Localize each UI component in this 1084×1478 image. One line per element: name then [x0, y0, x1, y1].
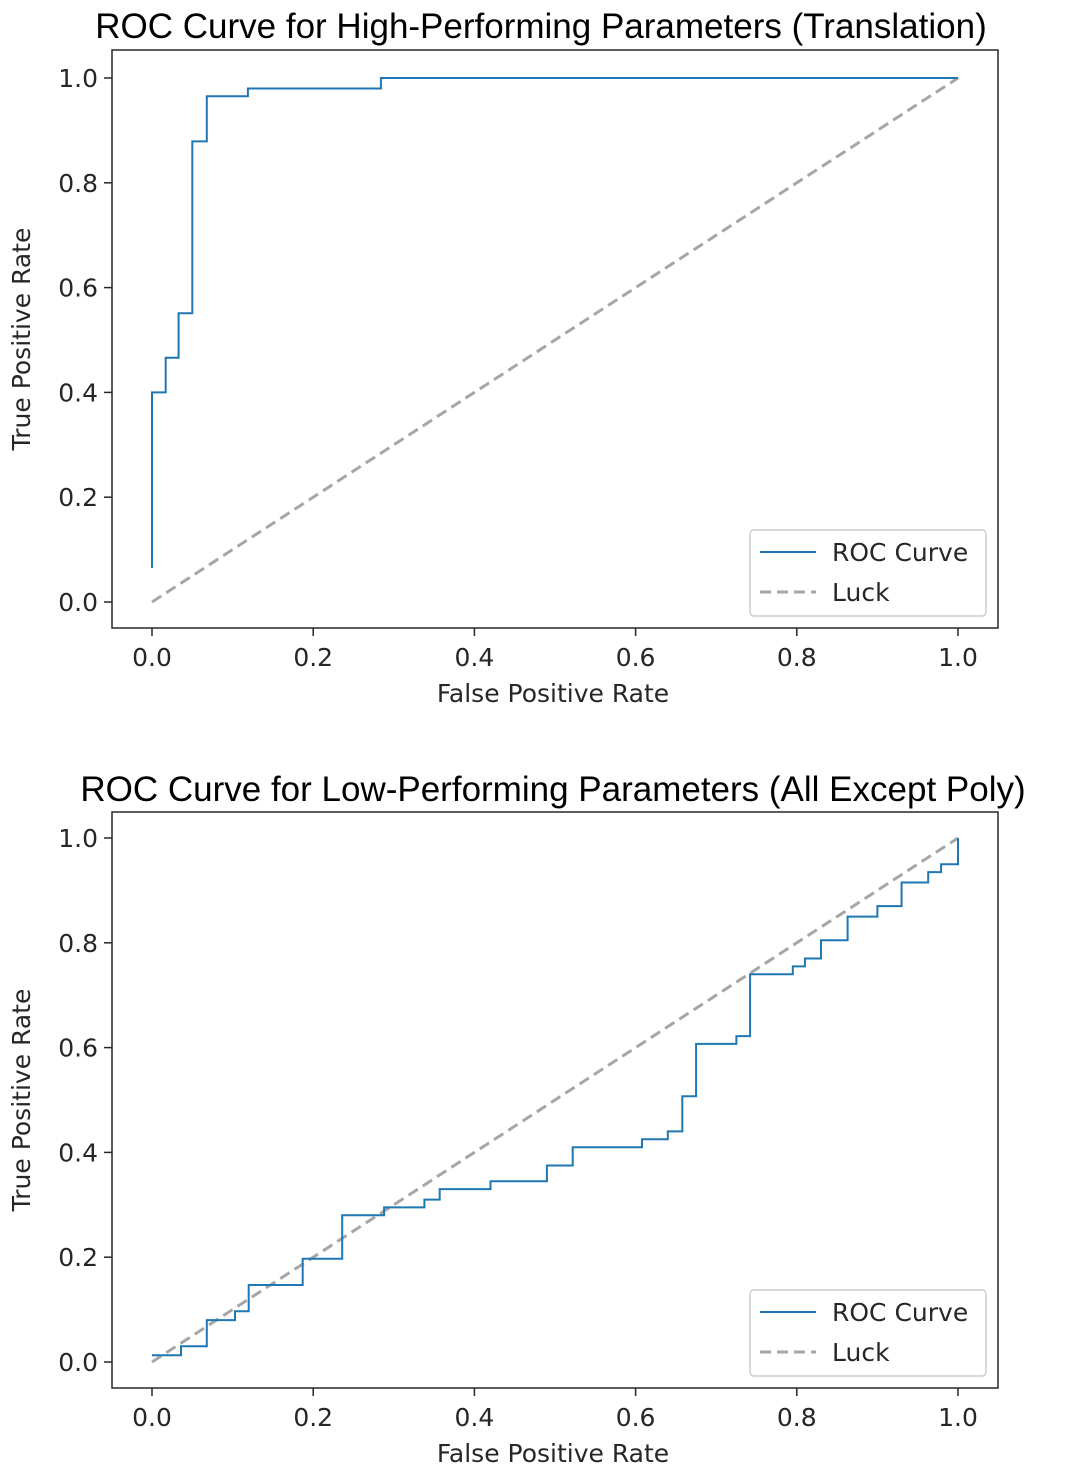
y-tick-label: 0.8: [58, 169, 98, 198]
legend: ROC Curve Luck: [749, 529, 987, 617]
luck-line: [151, 76, 959, 604]
x-tick-label: 0.8: [777, 643, 817, 672]
x-tick-label: 0.2: [293, 643, 333, 672]
x-tick-label: 0.4: [455, 1403, 495, 1432]
y-tick-label: 0.0: [58, 588, 98, 617]
x-tick-label: 0.6: [616, 1403, 656, 1432]
y-tick-label: 0.6: [58, 1034, 98, 1063]
y-tick-label: 0.6: [58, 274, 98, 303]
y-tick-label: 0.2: [58, 1243, 98, 1272]
x-tick-label: 0.0: [132, 643, 172, 672]
x-tick-label: 1.0: [938, 643, 978, 672]
luck-line: [151, 836, 959, 1364]
chart-title: ROC Curve for Low-Performing Parameters …: [80, 770, 1025, 809]
legend: ROC Curve Luck: [749, 1289, 987, 1377]
x-tick-label: 0.2: [293, 1403, 333, 1432]
x-tick-label: 0.0: [132, 1403, 172, 1432]
x-tick-label: 0.6: [616, 643, 656, 672]
legend-entry: ROC Curve: [832, 1298, 968, 1327]
legend-entry: ROC Curve: [832, 538, 968, 567]
y-tick-label: 0.8: [58, 929, 98, 958]
y-tick-label: 0.4: [58, 1138, 98, 1167]
roc-curve-line: [152, 838, 959, 1357]
legend-entry: Luck: [832, 578, 890, 607]
plot-frame: [111, 811, 999, 1389]
y-tick-label: 1.0: [58, 824, 98, 853]
x-axis-label: False Positive Rate: [437, 1439, 669, 1468]
x-tick-label: 0.8: [777, 1403, 817, 1432]
x-tick-label: 0.4: [455, 643, 495, 672]
roc-chart-low: 0.0 0.2 0.4 0.6 0.8 1.0 0.0 0.2 0.4 0.6 0.8 1.0 Fals…: [7, 811, 999, 1468]
legend-entry: Luck: [832, 1338, 890, 1367]
plot-frame: [111, 49, 999, 629]
y-axis-label: True Positive Rate: [7, 228, 36, 452]
x-axis-label: False Positive Rate: [437, 679, 669, 708]
y-tick-label: 0.0: [58, 1348, 98, 1377]
y-tick-label: 0.2: [58, 483, 98, 512]
y-tick-label: 1.0: [58, 64, 98, 93]
y-tick-label: 0.4: [58, 378, 98, 407]
x-tick-label: 1.0: [938, 1403, 978, 1432]
roc-chart-high: 0.0 0.2 0.4 0.6 0.8 1.0 0.0 0.2 0.4 0.6 0.8 1.0 Fals…: [7, 49, 999, 708]
chart-title: ROC Curve for High-Performing Parameters…: [95, 7, 986, 46]
y-axis-label: True Positive Rate: [7, 989, 36, 1213]
roc-curve-line: [151, 77, 958, 568]
